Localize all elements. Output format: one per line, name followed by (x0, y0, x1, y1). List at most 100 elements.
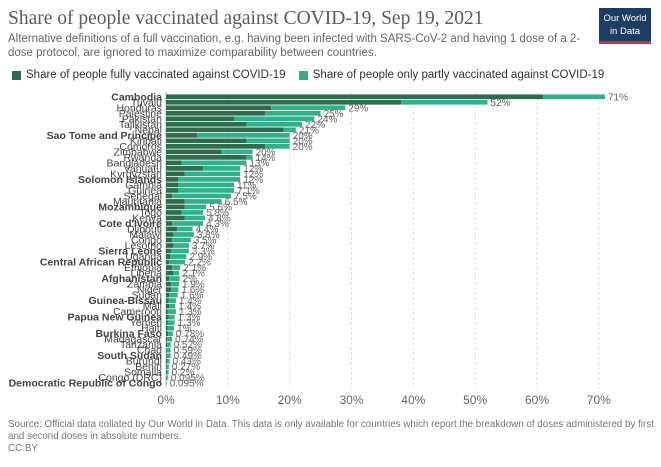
value-label: 5.8% (206, 208, 229, 219)
bar-fully (166, 171, 185, 177)
value-label: 0.78% (176, 329, 204, 340)
category-label: Solomon Islands (78, 174, 162, 186)
source-note: Source: Official data collated by Our Wo… (8, 419, 654, 442)
category-label: Liberia (130, 268, 162, 280)
bar-fully (166, 298, 169, 303)
bar-partly (172, 193, 231, 199)
bar-partly (169, 292, 178, 298)
bar-fully (166, 143, 265, 149)
value-label: 1.4% (179, 296, 202, 307)
value-label: 1.3% (178, 318, 201, 329)
logo-line-1: Our World (603, 13, 647, 24)
category-label: Kyrgyzstan (110, 168, 162, 180)
category-label: Burkina Faso (95, 328, 162, 340)
logo-line-2: in Data (609, 25, 641, 37)
category-label: Guinea-Bissau (88, 295, 162, 307)
value-label: 0.2% (172, 368, 195, 379)
bar-partly (264, 110, 321, 116)
legend-item-fully[interactable]: Share of people fully vaccinated against… (12, 69, 286, 81)
bar-fully (166, 309, 168, 314)
category-label: Ethiopia (124, 262, 162, 274)
bar-fully (166, 364, 167, 370)
value-label: 11% (237, 180, 256, 191)
bar-partly (178, 177, 241, 182)
bar-partly (178, 188, 235, 193)
bar-fully (166, 281, 171, 287)
category-label: Uganda (125, 251, 162, 263)
bar-partly (203, 166, 241, 171)
value-label: 0.74% (175, 335, 203, 346)
bar-fully (166, 132, 197, 138)
bar-partly (166, 364, 169, 370)
value-label: 25% (324, 109, 344, 120)
bar-partly (173, 232, 194, 237)
bar-partly (170, 287, 179, 292)
value-label: 1.6% (181, 291, 204, 302)
value-label: 13% (249, 158, 269, 169)
value-label: 3.3% (192, 247, 215, 258)
category-label: Malawi (129, 229, 162, 241)
value-label: 52% (491, 98, 511, 109)
bar-fully (166, 199, 185, 204)
category-label: Tanzania (120, 339, 162, 351)
bar-partly (181, 210, 204, 215)
bar-partly (173, 243, 189, 248)
chart-footer: Source: Official data collated by Our Wo… (8, 419, 658, 455)
category-label: Cameroon (113, 306, 162, 318)
bar-fully (166, 99, 401, 105)
category-label: Kenya (132, 212, 162, 224)
category-label: Djibouti (127, 223, 162, 235)
bar-partly (167, 309, 176, 314)
bar-partly (246, 155, 253, 160)
x-tick-label: 50% (463, 393, 487, 407)
bar-partly (234, 116, 315, 122)
value-label: 0.27% (172, 362, 200, 373)
bar-fully (166, 105, 272, 111)
bar-fully (166, 127, 284, 133)
value-label: 2% (183, 274, 198, 285)
bar-fully (166, 243, 174, 248)
value-label: 1% (177, 324, 192, 335)
bar-partly (170, 248, 189, 254)
value-label: 20% (293, 131, 313, 142)
category-label: Kiribati (130, 135, 162, 147)
legend-item-partly[interactable]: Share of people only partly vaccinated a… (298, 69, 604, 81)
value-label: 7.5% (234, 191, 257, 202)
value-label: 1.3% (178, 313, 201, 324)
value-label: 2.1% (182, 269, 205, 280)
category-label: Mozambique (98, 201, 162, 213)
category-label: Congo (131, 235, 162, 247)
bar-fully (166, 287, 171, 292)
bar-partly (167, 342, 171, 348)
bar-fully (166, 110, 265, 116)
category-label: Central African Republic (40, 257, 162, 269)
category-label: Chad (137, 345, 162, 357)
bar-partly (166, 369, 169, 375)
value-label: 5.6% (209, 202, 232, 213)
bar-fully (166, 347, 167, 353)
value-label: 6.5% (225, 197, 248, 208)
bar-fully (166, 237, 173, 243)
owid-logo[interactable]: Our World in Data (599, 8, 651, 44)
bar-partly (170, 254, 187, 259)
legend-label-fully: Share of people fully vaccinated against… (26, 69, 286, 81)
bar-fully (166, 276, 170, 281)
category-label: Lesotho (125, 240, 163, 252)
bar-partly (166, 375, 168, 381)
value-label: 1.3% (179, 307, 202, 318)
category-label: Niger (137, 284, 163, 296)
bar-partly (167, 325, 175, 331)
value-label: 20% (293, 142, 313, 153)
bar-fully (166, 292, 170, 298)
bar-partly (184, 171, 241, 177)
category-label: Haiti (141, 323, 162, 335)
page-title: Share of people vaccinated against COVID… (8, 8, 484, 29)
bar-fully (166, 232, 174, 237)
bar-partly (172, 221, 204, 226)
category-label: Vanuatu (124, 163, 162, 175)
category-label: Palestine (119, 108, 162, 120)
chart-legend: Share of people fully vaccinated against… (12, 69, 614, 83)
bar-fully (166, 259, 170, 265)
bar-partly (167, 336, 173, 342)
